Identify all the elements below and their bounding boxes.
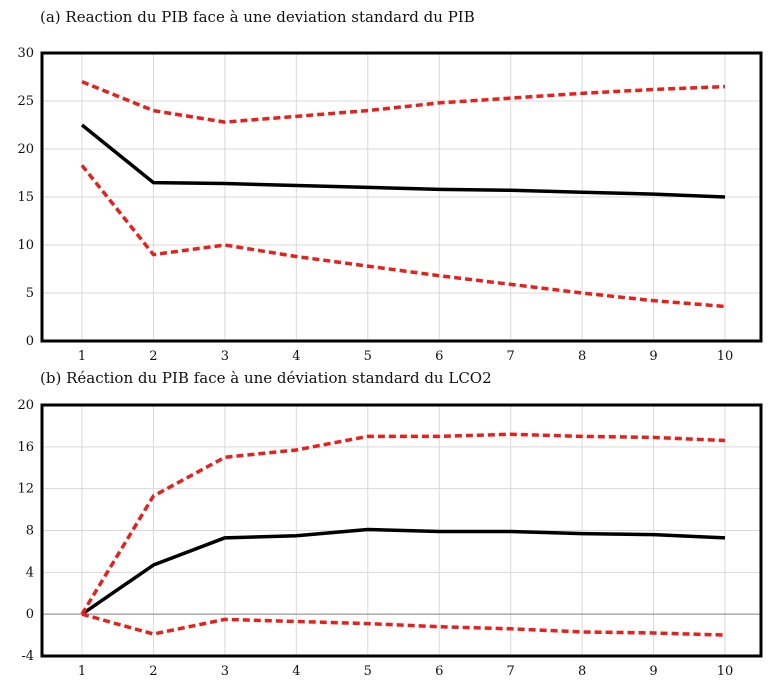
chart-b-ytick-label: 12 bbox=[17, 482, 34, 497]
chart-b-series-2-line bbox=[80, 432, 726, 616]
chart-b-xtick-label: 5 bbox=[364, 664, 372, 679]
chart-b-xtick-label: 6 bbox=[435, 664, 443, 679]
chart-a-ytick-label: 30 bbox=[17, 46, 34, 61]
chart-b-ytick-label: 8 bbox=[26, 524, 34, 539]
chart-a-xtick-label: 7 bbox=[507, 349, 515, 364]
chart-a-xtick-label: 10 bbox=[717, 349, 734, 364]
chart-b-xtick-label: 4 bbox=[292, 664, 300, 679]
chart-b-xtick-label: 2 bbox=[149, 664, 157, 679]
chart-a-ytick-label: 0 bbox=[26, 334, 34, 349]
chart-b-ytick-label: -4 bbox=[21, 649, 34, 664]
chart-b-xtick-label: 1 bbox=[78, 664, 86, 679]
chart-a-xtick-label: 4 bbox=[292, 349, 300, 364]
chart-b-xtick-label: 8 bbox=[578, 664, 586, 679]
chart-a-xtick-label: 9 bbox=[649, 349, 657, 364]
chart-b-series-3-line bbox=[81, 612, 726, 637]
chart-a-xtick-label: 3 bbox=[221, 349, 229, 364]
chart-a-ytick-label: 15 bbox=[17, 190, 34, 205]
chart-b-xtick-label: 7 bbox=[507, 664, 515, 679]
chart-a-series-2-line bbox=[81, 80, 726, 124]
chart-a-ytick-label: 5 bbox=[26, 286, 34, 301]
chart-a: 0 5 10 15 20 25 30 1 2 3 4 5 6 7 8 9 10 bbox=[17, 46, 763, 364]
chart-a-ytick-label: 25 bbox=[17, 94, 34, 109]
chart-a-xtick-label: 2 bbox=[149, 349, 157, 364]
chart-a-ytick-label: 20 bbox=[17, 142, 34, 157]
chart-a-xtick-label: 6 bbox=[435, 349, 443, 364]
chart-a-title: (a) Reaction du PIB face à une deviation… bbox=[40, 8, 475, 26]
chart-b-xtick-label: 10 bbox=[717, 664, 734, 679]
chart-a-xtick-label: 5 bbox=[364, 349, 372, 364]
chart-b-series-1-line bbox=[81, 527, 726, 616]
chart-b-ytick-label: 4 bbox=[26, 565, 34, 580]
chart-b-ytick-label: 16 bbox=[17, 440, 34, 455]
chart-b-ytick-label: 20 bbox=[17, 398, 34, 413]
chart-b-ytick-label: 0 bbox=[26, 607, 34, 622]
chart-b-xtick-label: 3 bbox=[221, 664, 229, 679]
chart-b-xtick-label: 9 bbox=[649, 664, 657, 679]
chart-a-ytick-label: 10 bbox=[17, 238, 34, 253]
chart-a-xtick-label: 1 bbox=[78, 349, 86, 364]
chart-b-title: (b) Réaction du PIB face à une déviation… bbox=[40, 369, 492, 387]
chart-a-series-3-line bbox=[80, 164, 726, 309]
chart-a-xtick-label: 8 bbox=[578, 349, 586, 364]
chart-b-plot-frame bbox=[40, 403, 763, 658]
chart-a-series-1-line bbox=[80, 123, 726, 199]
chart-a-plot-frame bbox=[40, 51, 763, 343]
